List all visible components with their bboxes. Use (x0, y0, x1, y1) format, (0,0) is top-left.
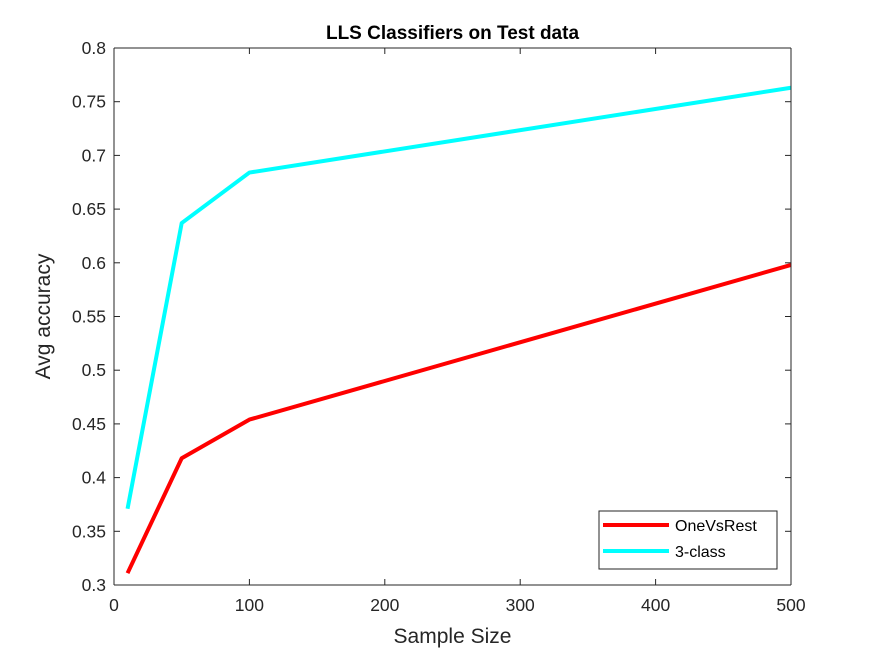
y-tick-label: 0.55 (72, 307, 106, 327)
legend: OneVsRest 3-class (598, 510, 778, 570)
x-tick-label: 0 (109, 595, 119, 615)
x-tick-label: 300 (506, 595, 535, 615)
plot-area (114, 48, 791, 585)
series-line-3-class (125, 85, 792, 510)
legend-box (598, 510, 778, 570)
y-tick-label: 0.5 (82, 360, 106, 380)
series-layer (125, 85, 792, 575)
y-tick-label: 0.3 (82, 575, 106, 595)
y-tick-label: 0.4 (82, 468, 107, 488)
y-axis-label: Avg accuracy (32, 253, 55, 379)
ticks-layer: 0 100 200 300 400 500 0.3 0.35 0.4 0.45 0.5 0.55 0.6… (72, 38, 806, 615)
y-tick-label: 0.65 (72, 199, 106, 219)
legend-label-3-class: 3-class (675, 544, 726, 561)
y-tick-label: 0.7 (82, 145, 106, 165)
x-tick-label: 400 (641, 595, 670, 615)
series-line-onevsrest (125, 263, 792, 575)
legend-label-onevsrest: OneVsRest (675, 518, 757, 535)
y-tick-label: 0.35 (72, 521, 106, 541)
x-axis-label: Sample Size (394, 625, 512, 648)
y-tick-label: 0.75 (72, 92, 106, 112)
x-tick-label: 200 (370, 595, 399, 615)
y-tick-label: 0.45 (72, 414, 106, 434)
x-tick-label: 100 (235, 595, 264, 615)
chart-title: LLS Classifiers on Test data (326, 23, 579, 44)
y-tick-label: 0.6 (82, 253, 106, 273)
x-tick-label: 500 (776, 595, 805, 615)
y-tick-label: 0.8 (82, 38, 106, 58)
